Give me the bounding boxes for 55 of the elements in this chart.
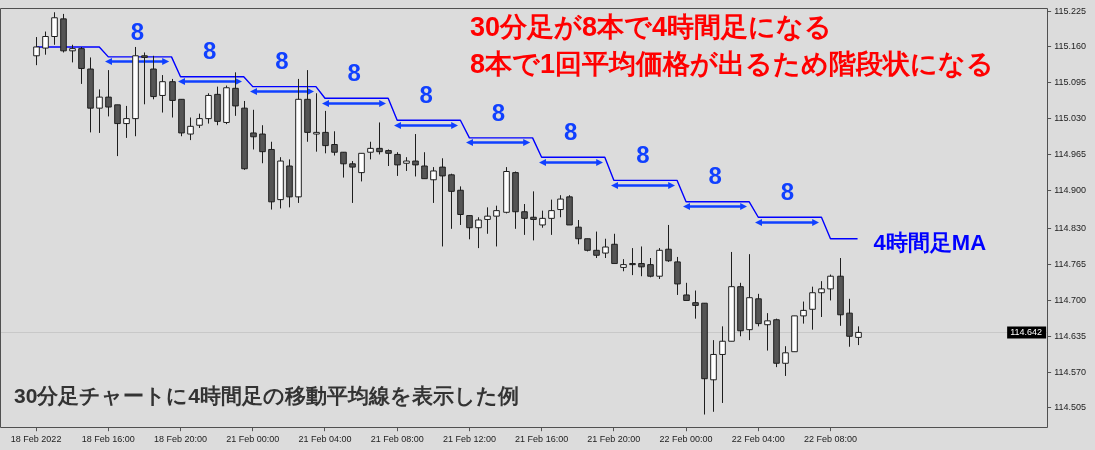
annotation: 8本で1回平均価格が出るため階段状になる [470,48,995,79]
annotation: 8 [636,140,650,168]
y-tick-label: 115.160 [1054,41,1087,52]
x-tick-label: 21 Feb 20:00 [587,434,641,445]
candlestick [42,31,49,56]
annotation: 8 [564,117,578,145]
x-tick-label: 21 Feb 12:00 [442,434,496,445]
annotation: 30分足チャートに4時間足の移動平均線を表示した例 [14,384,520,407]
annotation: 8 [130,17,145,45]
y-tick-label: 114.700 [1054,294,1087,305]
candlestick [548,199,555,236]
candlestick [141,51,148,105]
candlestick [692,290,699,320]
annotation: 30分足が8本で4時間足になる [470,11,833,42]
candlestick [448,173,455,230]
y-tick-label: 114.505 [1054,402,1087,413]
x-tick-label: 22 Feb 08:00 [803,434,858,445]
y-tick-label: 114.900 [1054,184,1087,195]
annotation: 8 [780,177,795,205]
candlestick [809,286,816,331]
y-tick-label: 114.830 [1054,223,1087,234]
x-tick-label: 18 Feb 2022 [10,434,62,445]
y-tick-label: 114.570 [1054,366,1087,377]
candlestick [782,345,789,377]
x-tick-label: 21 Feb 08:00 [370,434,424,445]
y-tick-label: 114.635 [1054,330,1087,341]
y-tick-label: 114.965 [1054,148,1087,159]
x-tick-label: 21 Feb 04:00 [298,434,352,445]
candlestick [331,130,338,157]
candlestick [493,205,500,247]
series-label: 4時間足MA [873,229,987,255]
x-tick-label: 18 Feb 16:00 [81,434,135,445]
x-tick-label: 22 Feb 04:00 [731,434,785,445]
y-tick-label: 115.225 [1054,5,1087,16]
y-tick-label: 115.030 [1054,113,1087,124]
y-tick-label: 115.095 [1054,77,1087,88]
annotation: 8 [708,162,722,190]
x-tick-label: 22 Feb 00:00 [659,434,713,445]
annotation: 8 [202,37,217,65]
annotation: 8 [347,58,361,86]
candlestick [169,78,176,119]
x-tick-label: 21 Feb 16:00 [515,434,569,445]
y-tick-label: 114.765 [1054,259,1087,270]
annotation: 8 [419,80,433,108]
ref-line-label: 114.642 [1010,326,1043,337]
annotation: 8 [275,47,289,75]
candlestick [521,203,528,236]
x-tick-label: 21 Feb 00:00 [226,434,280,445]
annotation: 8 [491,98,506,126]
candlestick [349,160,356,204]
candlestick [51,11,58,46]
x-tick-label: 18 Feb 20:00 [154,434,208,445]
candlestick [78,46,85,85]
candlestick [159,74,166,114]
candlestick [647,257,654,278]
